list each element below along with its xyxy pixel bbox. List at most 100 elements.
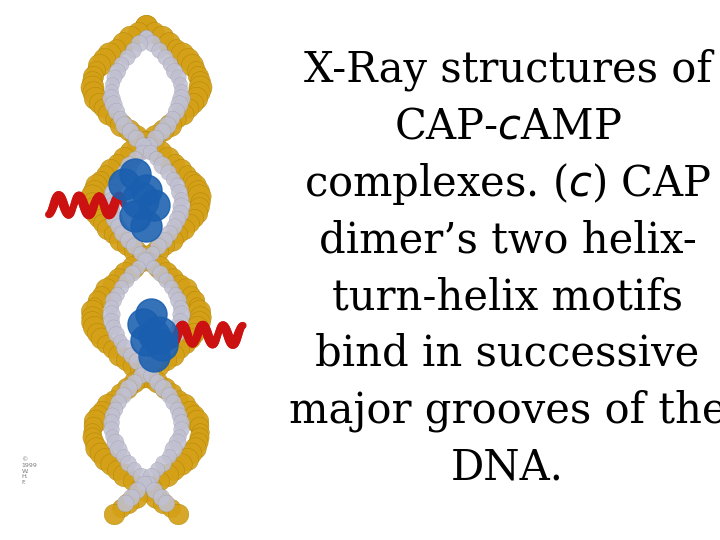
Point	[184, 219, 195, 228]
Point	[157, 126, 168, 134]
Point	[158, 498, 169, 507]
Point	[99, 455, 111, 463]
Point	[165, 282, 176, 291]
Point	[114, 235, 125, 244]
Point	[126, 476, 138, 485]
Point	[176, 49, 188, 58]
Point	[143, 140, 154, 149]
Point	[112, 465, 123, 474]
Point	[175, 424, 186, 433]
Point	[194, 312, 205, 321]
Point	[117, 38, 128, 47]
Point	[147, 39, 158, 48]
Point	[95, 334, 107, 343]
Point	[168, 397, 179, 406]
Point	[152, 242, 163, 251]
Point	[86, 427, 98, 436]
Point	[148, 485, 160, 494]
Point	[87, 87, 99, 96]
Text: X-Ray structures of: X-Ray structures of	[304, 49, 711, 91]
Point	[119, 471, 130, 480]
Point	[86, 318, 98, 326]
Point	[105, 86, 117, 95]
Point	[86, 197, 98, 206]
Point	[129, 377, 140, 386]
Point	[159, 53, 171, 62]
Point	[130, 170, 141, 178]
Point	[105, 201, 117, 210]
Point	[173, 394, 184, 403]
Point	[174, 208, 186, 217]
Point	[140, 32, 152, 41]
Point	[109, 115, 120, 124]
Point	[112, 445, 124, 454]
Point	[107, 431, 118, 440]
Point	[185, 291, 197, 299]
Point	[112, 397, 124, 406]
Point	[102, 225, 113, 233]
Text: turn-helix motifs: turn-helix motifs	[332, 276, 683, 318]
Text: major grooves of the: major grooves of the	[289, 389, 720, 431]
Point	[162, 167, 174, 176]
Point	[125, 350, 137, 359]
Point	[135, 195, 146, 204]
Point	[175, 93, 186, 102]
Point	[168, 66, 180, 75]
Point	[171, 115, 183, 124]
Point	[140, 22, 152, 31]
Point	[128, 242, 140, 251]
Point	[166, 389, 178, 397]
Point	[148, 28, 160, 36]
Point	[166, 113, 178, 122]
Point	[173, 230, 184, 239]
Point	[145, 367, 156, 376]
Point	[174, 188, 185, 197]
Point	[112, 222, 123, 231]
Point	[91, 181, 102, 190]
Point	[175, 460, 186, 469]
Point	[86, 312, 98, 321]
Point	[165, 504, 176, 512]
Point	[171, 181, 182, 190]
Point	[156, 341, 168, 349]
Point	[107, 230, 119, 239]
Point	[137, 373, 148, 381]
Point	[120, 276, 132, 285]
Point	[106, 279, 117, 288]
Point	[150, 132, 161, 140]
Point	[86, 433, 98, 441]
Point	[91, 296, 103, 305]
Point	[93, 99, 104, 107]
Point	[142, 137, 153, 146]
Point	[163, 451, 174, 460]
Point	[144, 147, 156, 156]
Point	[148, 351, 160, 360]
Point	[86, 192, 98, 200]
Point	[135, 367, 147, 376]
Point	[130, 132, 142, 140]
Point	[192, 301, 203, 310]
Point	[194, 307, 205, 315]
Point	[135, 258, 147, 266]
Text: ©
1999
W.
H.
F.: © 1999 W. H. F.	[22, 457, 37, 485]
Point	[132, 28, 143, 36]
Point	[174, 279, 186, 288]
Point	[105, 93, 117, 102]
Point	[113, 350, 125, 359]
Point	[153, 263, 164, 272]
Point	[160, 356, 171, 364]
Point	[119, 120, 130, 129]
Point	[187, 99, 199, 107]
Point	[167, 174, 179, 183]
Point	[105, 309, 117, 318]
Point	[192, 323, 203, 332]
Point	[94, 176, 106, 184]
Point	[173, 323, 184, 332]
Text: complexes. ($\mathit{c}$) CAP: complexes. ($\mathit{c}$) CAP	[304, 160, 711, 207]
Point	[161, 268, 172, 277]
Point	[108, 509, 120, 518]
Point	[158, 241, 170, 249]
Point	[89, 93, 101, 102]
Point	[188, 411, 199, 420]
Point	[169, 159, 181, 167]
